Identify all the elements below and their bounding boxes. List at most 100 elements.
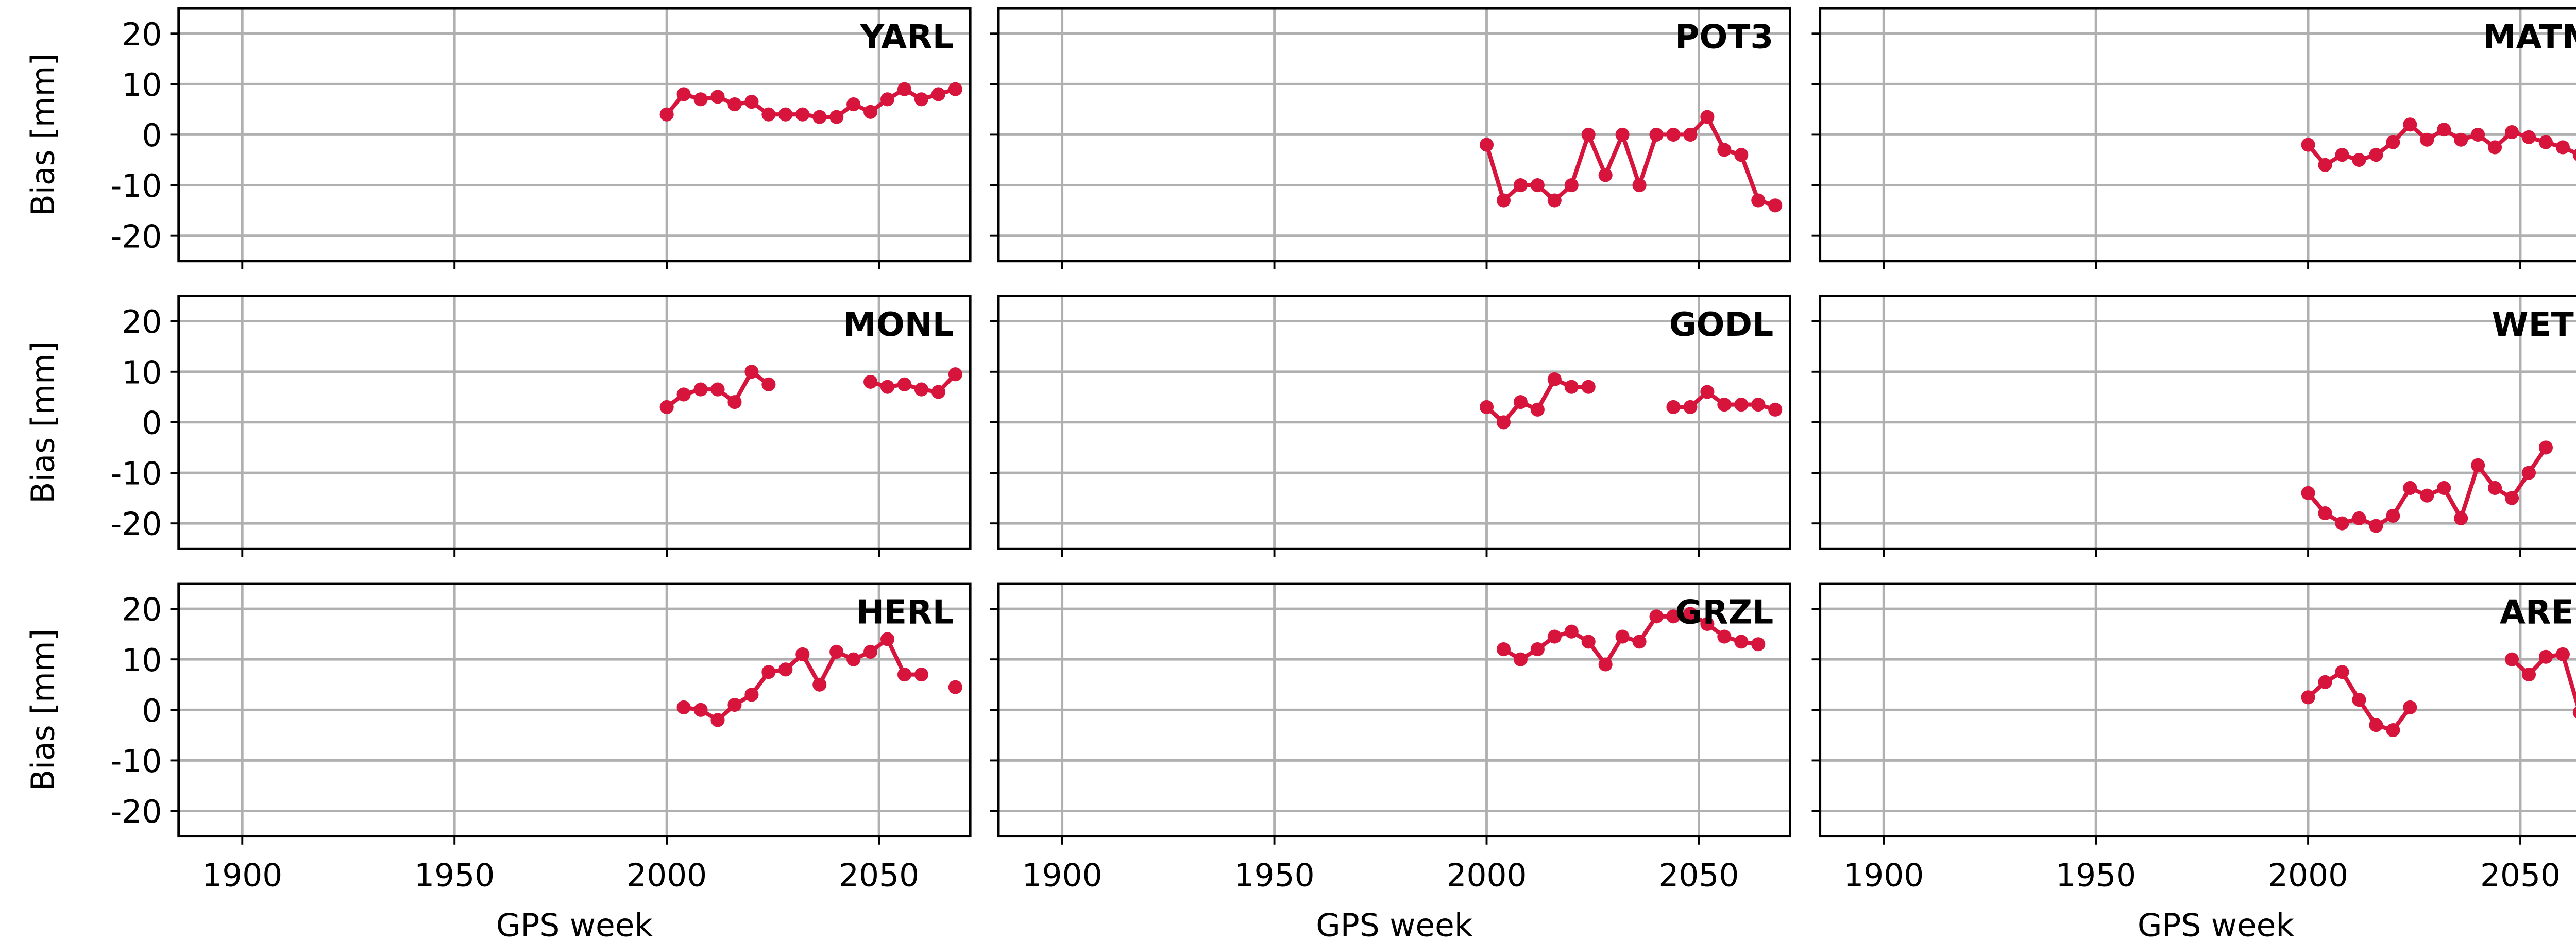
data-point <box>676 700 691 714</box>
x-tick-label: 2050 <box>2480 857 2561 894</box>
data-point <box>1530 178 1545 193</box>
x-tick-label: 2050 <box>839 857 919 894</box>
axes-frame <box>177 7 972 263</box>
data-point <box>2352 693 2366 707</box>
data-point <box>2504 125 2519 140</box>
data-point <box>2555 140 2570 155</box>
data-point <box>863 374 878 389</box>
series-line <box>2307 652 2576 732</box>
subplot: -20 -10 0 10 20 MONL Bias [mm] <box>25 295 972 557</box>
plot-area <box>676 632 962 727</box>
panel-title: POT3 <box>1675 18 1773 57</box>
data-point <box>1666 400 1681 415</box>
data-point <box>778 662 793 677</box>
x-tick-label: 2050 <box>1658 857 1739 894</box>
data-point <box>659 107 674 122</box>
panel-title: AREL <box>2500 593 2576 631</box>
x-tick-label: 1900 <box>1022 857 1103 894</box>
x-tick-label: 1950 <box>1234 857 1315 894</box>
data-point <box>2335 148 2349 162</box>
plot-area <box>1496 607 1766 672</box>
axes-frame <box>997 7 1791 263</box>
subplot: POT3 <box>990 7 1791 269</box>
x-axis-label: GPS week <box>496 907 653 941</box>
data-point <box>659 400 674 415</box>
subplot: 1900 1950 2000 2050 GRZL GPS week <box>990 582 1791 941</box>
x-tick-label: 1900 <box>1843 857 1924 894</box>
data-point <box>914 382 929 397</box>
data-point <box>2403 117 2417 132</box>
data-point <box>1496 642 1511 657</box>
data-point <box>727 395 742 409</box>
subplot: GODL <box>990 295 1791 557</box>
plot-area <box>2301 117 2576 172</box>
x-tick-label: 2000 <box>2268 857 2348 894</box>
data-point <box>2318 506 2332 521</box>
data-point <box>693 703 708 717</box>
data-point <box>2437 123 2451 137</box>
data-point <box>2488 481 2502 495</box>
data-point <box>1513 652 1528 666</box>
data-point <box>2352 511 2366 525</box>
data-point <box>1632 178 1647 193</box>
data-point <box>2572 706 2576 718</box>
y-tick-label: 0 <box>142 117 162 154</box>
data-point <box>710 382 725 397</box>
axes-frame <box>177 582 972 838</box>
data-point <box>812 110 827 124</box>
axes-frame <box>1819 7 2576 263</box>
panel-title: MATM <box>2483 18 2576 57</box>
subplot: -20 -10 0 10 20 YARL Bias [mm] <box>25 7 972 269</box>
data-point <box>2572 149 2576 161</box>
data-point <box>2318 158 2332 172</box>
data-point <box>744 365 759 379</box>
y-tick-label: 10 <box>122 67 162 104</box>
data-point <box>2521 668 2536 682</box>
y-tick-label: 20 <box>122 304 162 340</box>
data-point <box>846 97 861 112</box>
data-point <box>693 382 708 397</box>
data-point <box>1734 635 1749 649</box>
data-point <box>1751 193 1766 208</box>
data-point <box>914 92 929 107</box>
data-point <box>948 680 962 694</box>
data-point <box>2471 127 2485 142</box>
axes-frame <box>177 295 972 550</box>
data-point <box>1717 629 1732 644</box>
series-line <box>2306 446 2548 528</box>
data-point <box>1683 607 1698 621</box>
data-point <box>948 82 962 96</box>
data-point <box>2386 508 2400 523</box>
data-point <box>863 105 878 119</box>
axes-frame <box>997 582 1791 838</box>
data-point <box>1530 402 1545 417</box>
x-tick-label: 2000 <box>1446 857 1527 894</box>
data-point <box>761 377 776 391</box>
data-point <box>1598 168 1613 182</box>
data-point <box>761 107 776 122</box>
data-point <box>880 380 895 394</box>
data-point <box>1564 624 1579 639</box>
subplot: WETL <box>1811 295 2576 557</box>
data-point <box>812 677 827 692</box>
data-point <box>1615 629 1630 644</box>
data-point <box>2555 647 2570 661</box>
y-tick-label: -20 <box>110 794 162 830</box>
data-point <box>2420 488 2434 503</box>
data-point <box>2420 132 2434 147</box>
data-point <box>897 82 912 96</box>
data-point <box>1717 143 1732 157</box>
data-point <box>1496 193 1511 208</box>
data-point <box>1496 415 1511 430</box>
plot-area <box>1479 110 1783 213</box>
data-point <box>948 367 962 382</box>
data-point <box>1700 385 1715 399</box>
data-point <box>2301 486 2315 500</box>
data-point <box>693 92 708 107</box>
y-axis-label: Bias [mm] <box>25 54 62 216</box>
y-tick-label: 0 <box>142 693 162 729</box>
panel-title: HERL <box>856 593 954 631</box>
y-tick-label: -10 <box>110 743 162 780</box>
data-point <box>1734 148 1749 162</box>
